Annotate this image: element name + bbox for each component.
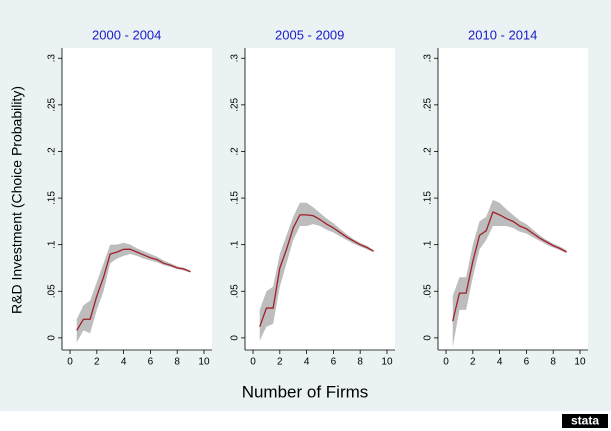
panel-title: 2000 - 2004 (92, 27, 161, 42)
y-tick-label: .25 (423, 97, 434, 111)
y-tick-label: .05 (423, 284, 434, 298)
x-tick-label: 6 (524, 357, 530, 368)
y-tick-label: .2 (47, 147, 58, 156)
line (76, 248, 191, 331)
x-tick-label: 6 (148, 357, 154, 368)
y-tick-label: 0 (230, 335, 241, 341)
x-tick-label: 10 (198, 357, 210, 368)
x-tick-label: 0 (250, 357, 256, 368)
y-tick-label: .25 (230, 97, 241, 111)
x-axis-label: Number of Firms (242, 382, 369, 401)
plot-area (62, 48, 212, 350)
x-tick-label: 8 (550, 357, 556, 368)
y-tick-label: .2 (423, 147, 434, 156)
y-tick-label: .05 (47, 284, 58, 298)
logo-box (562, 414, 608, 428)
x-tick-label: 4 (121, 357, 127, 368)
y-tick-label: .1 (423, 240, 434, 249)
y-tick-label: .3 (230, 54, 241, 63)
y-tick-label: .1 (47, 240, 58, 249)
confidence-band (76, 242, 191, 343)
y-tick-label: .2 (230, 147, 241, 156)
panel-title: 2005 - 2009 (275, 27, 344, 42)
y-tick-label: .3 (47, 54, 58, 63)
y-tick-label: .1 (230, 240, 241, 249)
y-tick-label: 0 (47, 335, 58, 341)
logo: stata (571, 414, 599, 428)
y-tick-label: 0 (423, 335, 434, 341)
x-tick-label: 10 (381, 357, 393, 368)
x-tick-label: 4 (304, 357, 310, 368)
x-tick-label: 6 (331, 357, 337, 368)
x-tick-label: 2 (277, 357, 283, 368)
y-tick-label: .15 (230, 191, 241, 205)
y-tick-label: .15 (47, 191, 58, 205)
y-tick-label: .15 (423, 191, 434, 205)
x-tick-label: 0 (67, 357, 73, 368)
x-tick-label: 2 (470, 357, 476, 368)
panel-title: 2010 - 2014 (468, 27, 537, 42)
y-axis-label: R&D Investment (Choice Probability) (9, 86, 25, 314)
line (452, 211, 567, 322)
y-tick-label: .05 (230, 284, 241, 298)
x-tick-label: 0 (443, 357, 449, 368)
x-tick-label: 2 (94, 357, 100, 368)
line (259, 214, 374, 327)
x-tick-label: 10 (574, 357, 586, 368)
y-tick-label: .3 (423, 54, 434, 63)
confidence-band (259, 202, 374, 341)
y-tick-label: .25 (47, 97, 58, 111)
x-tick-label: 8 (174, 357, 180, 368)
x-tick-label: 8 (357, 357, 363, 368)
x-tick-label: 4 (497, 357, 503, 368)
